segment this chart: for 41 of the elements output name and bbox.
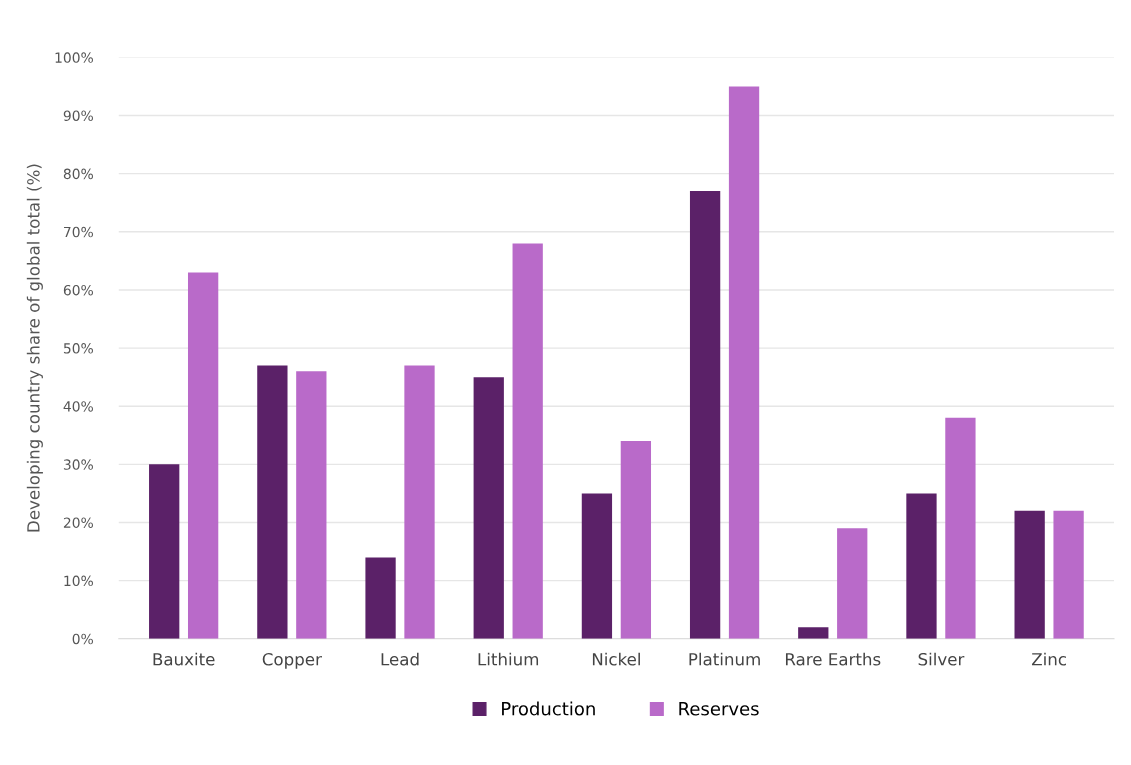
y-axis-title: Developing country share of global total (%)	[26, 164, 43, 532]
y-tick-label: 100%	[55, 52, 93, 63]
y-tick-label: 30%	[63, 459, 93, 470]
bar	[404, 365, 435, 639]
x-tick-label: Rare Earths	[785, 652, 881, 666]
x-tick-label: Nickel	[592, 652, 640, 666]
bar	[149, 464, 180, 639]
legend-label: Reserves	[679, 702, 759, 716]
bar	[257, 365, 288, 639]
bar	[837, 528, 868, 639]
y-tick-label: 50%	[63, 343, 93, 354]
bar	[620, 441, 652, 639]
bar	[365, 557, 396, 639]
y-tick-label: 10%	[64, 575, 93, 587]
y-tick-label: 0%	[72, 633, 93, 645]
y-tick-label: 20%	[63, 517, 93, 528]
legend-label: Production	[502, 701, 595, 716]
bar	[689, 191, 721, 639]
x-tick-label: Lead	[381, 652, 419, 666]
x-tick-label: Silver	[918, 652, 965, 666]
bar	[728, 86, 760, 639]
bar	[581, 493, 613, 639]
bar	[296, 371, 327, 639]
bar	[798, 627, 829, 639]
x-tick-label: Lithium	[478, 652, 539, 666]
y-tick-label: 70%	[64, 226, 93, 238]
x-tick-label: Zinc	[1031, 652, 1066, 666]
y-tick-label: 80%	[63, 168, 93, 180]
y-tick-label: 60%	[63, 284, 93, 296]
y-tick-label: 90%	[63, 110, 93, 121]
x-tick-label: Copper	[262, 652, 322, 669]
bar	[1053, 510, 1084, 639]
x-tick-label: Platinum	[689, 652, 760, 666]
bar	[187, 272, 219, 639]
bar	[906, 493, 937, 639]
bar	[945, 417, 976, 639]
bar	[1014, 510, 1045, 639]
y-tick-label: 40%	[63, 401, 93, 412]
x-tick-label: Bauxite	[153, 652, 215, 666]
bar	[473, 377, 504, 639]
bar	[512, 243, 543, 639]
